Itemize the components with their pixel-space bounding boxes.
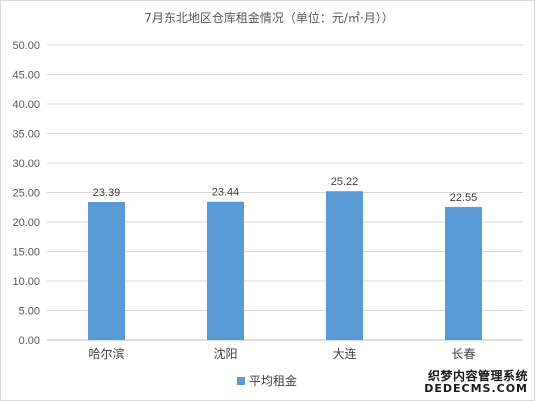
bar bbox=[445, 206, 482, 340]
x-tick-label: 大连 bbox=[332, 346, 356, 361]
bar-value-label: 23.39 bbox=[93, 187, 121, 199]
x-tick-label: 沈阳 bbox=[213, 346, 237, 361]
legend: 平均租金 bbox=[237, 373, 297, 388]
bar-value-label: 22.55 bbox=[450, 192, 478, 204]
y-tick-label: 30.00 bbox=[12, 158, 40, 170]
watermark-title: 织梦内容管理系统 bbox=[427, 368, 528, 383]
x-axis: 哈尔滨 沈阳 大连 长春 bbox=[88, 346, 475, 361]
y-tick-label: 35.00 bbox=[12, 129, 40, 141]
bar bbox=[207, 201, 244, 340]
y-tick-label: 40.00 bbox=[12, 99, 40, 111]
y-tick-label: 25.00 bbox=[12, 188, 40, 200]
y-axis: 0.00 5.00 10.00 15.00 20.00 25.00 30.00 35.00 40… bbox=[12, 40, 40, 347]
chart-title: 7月东北地区仓库租金情况（单位：元/㎡·月）） bbox=[144, 10, 394, 25]
bar bbox=[326, 191, 363, 340]
bar bbox=[88, 201, 125, 340]
y-tick-label: 20.00 bbox=[12, 217, 40, 229]
watermark-url: DEDECMS.COM bbox=[424, 382, 528, 396]
x-tick-label: 长春 bbox=[451, 347, 475, 361]
y-tick-label: 0.00 bbox=[19, 335, 40, 347]
data-labels: 23.39 23.44 25.22 22.55 bbox=[93, 176, 478, 204]
y-tick-label: 15.00 bbox=[12, 247, 40, 259]
bar-value-label: 25.22 bbox=[331, 176, 359, 188]
y-tick-label: 10.00 bbox=[12, 276, 40, 288]
y-tick-label: 5.00 bbox=[19, 306, 40, 318]
grid-lines bbox=[47, 44, 523, 341]
bar-value-label: 23.44 bbox=[212, 187, 240, 199]
x-tick-label: 哈尔滨 bbox=[88, 346, 124, 361]
watermark: 织梦内容管理系统 DEDECMS.COM bbox=[424, 368, 528, 396]
y-tick-label: 50.00 bbox=[12, 40, 40, 52]
legend-label: 平均租金 bbox=[249, 373, 297, 388]
bars bbox=[88, 191, 482, 340]
legend-swatch bbox=[237, 377, 245, 385]
y-tick-label: 45.00 bbox=[12, 70, 40, 82]
